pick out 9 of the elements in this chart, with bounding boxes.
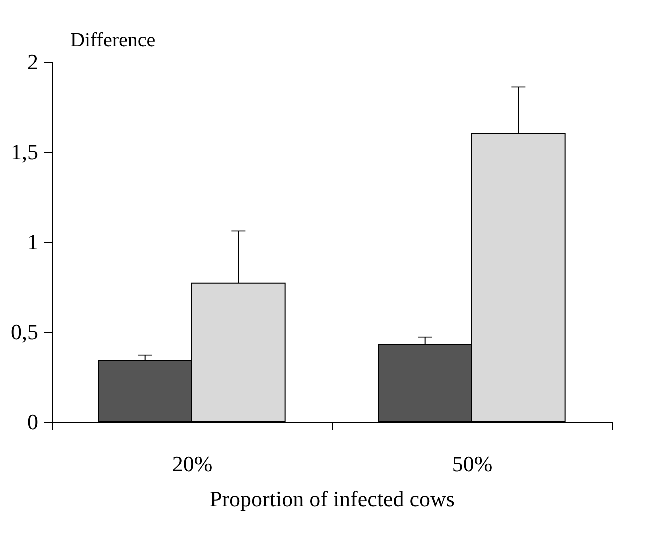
y-tick-label: 2 [28, 50, 38, 74]
x-tick-label: 50% [452, 452, 493, 476]
y-tick-label: 0 [28, 410, 38, 434]
y-tick-label: 1 [28, 230, 38, 254]
x-tick-label: 20% [172, 452, 213, 476]
x-axis-title: Proportion of infected cows [210, 486, 455, 512]
y-tick-label: 0,5 [11, 320, 38, 344]
y-axis-title: Difference [70, 30, 156, 52]
y-tick-label: 1,5 [11, 140, 38, 164]
